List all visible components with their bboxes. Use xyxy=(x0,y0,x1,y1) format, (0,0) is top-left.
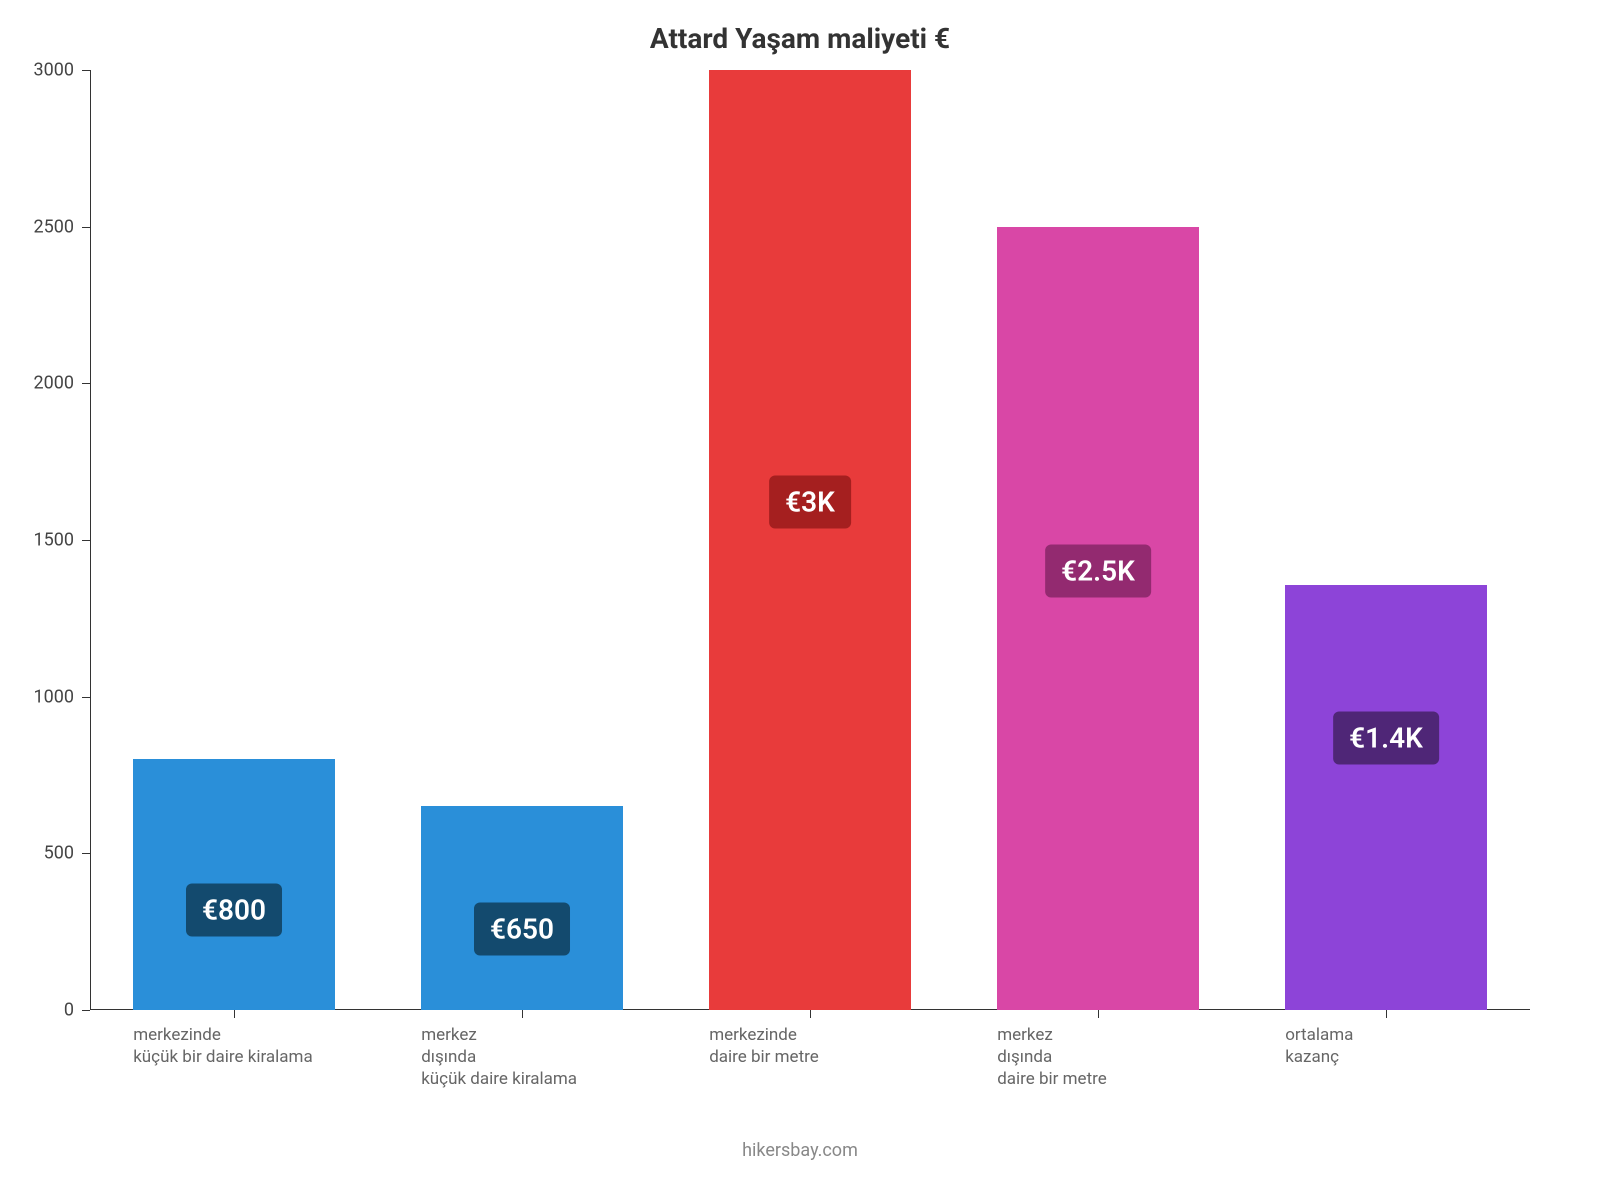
bar: €3K xyxy=(709,70,911,1010)
y-tick-label: 3000 xyxy=(34,60,90,81)
bar-value-badge: €800 xyxy=(186,883,282,936)
cost-of-living-chart: Attard Yaşam maliyeti € 0500100015002000… xyxy=(0,0,1600,1200)
bar-value-badge: €3K xyxy=(769,476,851,529)
bar-value-badge: €1.4K xyxy=(1333,712,1439,765)
chart-title: Attard Yaşam maliyeti € xyxy=(0,22,1600,55)
y-tick-label: 1000 xyxy=(34,686,90,707)
bar: €1.4K xyxy=(1285,585,1487,1010)
x-tick-label: merkez dışında daire bir metre xyxy=(997,1010,1239,1090)
bar-value-badge: €650 xyxy=(474,902,570,955)
plot-area: 050010001500200025003000€800merkezinde k… xyxy=(90,70,1530,1010)
y-tick-label: 0 xyxy=(64,1000,90,1021)
y-tick-label: 1500 xyxy=(34,530,90,551)
source-label: hikersbay.com xyxy=(0,1140,1600,1161)
x-tick-label: merkezinde küçük bir daire kiralama xyxy=(133,1010,375,1068)
bar: €800 xyxy=(133,759,335,1010)
y-tick-label: 2500 xyxy=(34,216,90,237)
bar-value-badge: €2.5K xyxy=(1045,545,1151,598)
x-tick-label: merkezinde daire bir metre xyxy=(709,1010,951,1068)
x-tick-label: ortalama kazanç xyxy=(1285,1010,1527,1068)
bar: €2.5K xyxy=(997,227,1199,1010)
x-tick-label: merkez dışında küçük daire kiralama xyxy=(421,1010,663,1090)
y-axis-line xyxy=(90,70,91,1010)
y-tick-label: 2000 xyxy=(34,373,90,394)
bar: €650 xyxy=(421,806,623,1010)
y-tick-label: 500 xyxy=(44,843,90,864)
